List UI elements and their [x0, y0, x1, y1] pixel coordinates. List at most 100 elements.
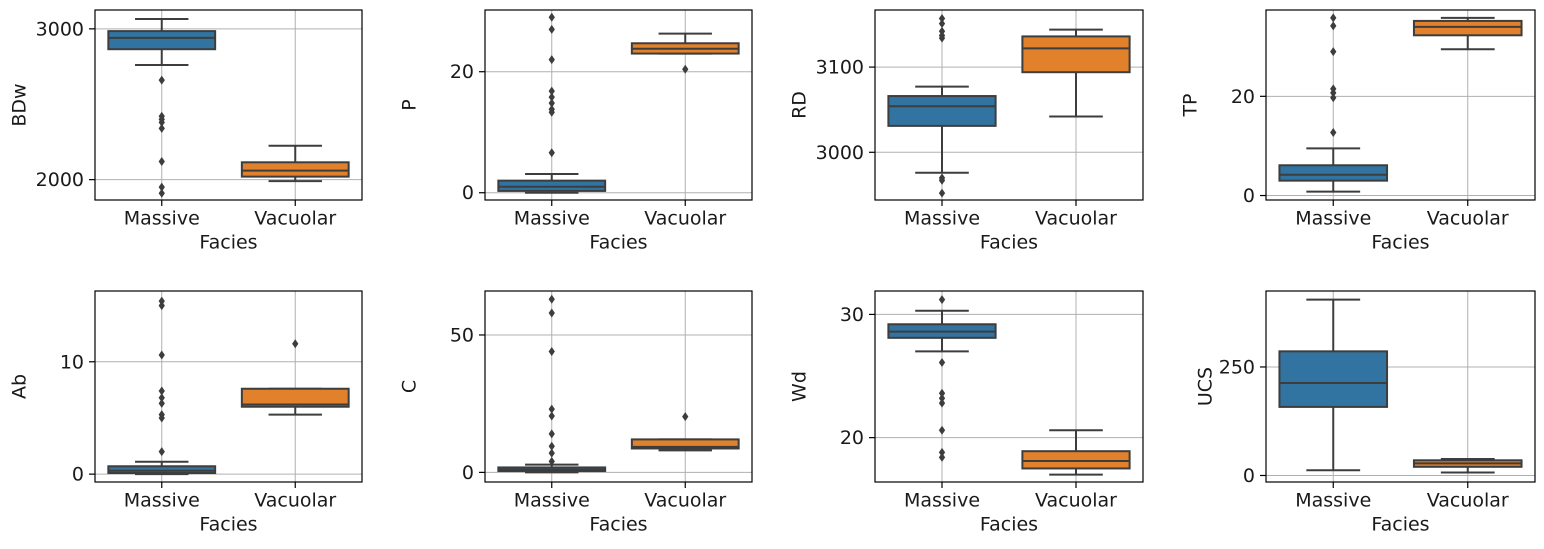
outlier-point	[158, 398, 165, 408]
x-axis-label: Facies	[589, 232, 647, 254]
y-tick-label: 10	[60, 351, 84, 373]
x-tick-label: Massive	[1295, 208, 1371, 230]
outlier-point	[158, 393, 165, 403]
iqr-box	[1021, 450, 1131, 470]
y-tick-label: 50	[450, 324, 474, 346]
y-tick-label: 250	[1219, 356, 1255, 378]
outlier-point	[548, 24, 555, 34]
box-vacuolar	[1412, 457, 1523, 474]
axes-frame	[874, 9, 1144, 201]
outlier-point	[938, 14, 946, 24]
x-tick-label: Massive	[514, 490, 590, 512]
y-axis-label: RD	[789, 91, 811, 119]
box-massive	[107, 296, 217, 476]
outlier-point	[548, 308, 555, 318]
outlier-point	[292, 339, 299, 349]
outlier-point	[158, 386, 165, 396]
outlier-point	[548, 98, 555, 108]
y-tick-label: 0	[462, 462, 474, 484]
y-tick-label: 20	[840, 427, 864, 449]
box-massive	[1278, 13, 1389, 193]
y-tick-label: 3000	[816, 142, 864, 164]
x-tick-label: Massive	[904, 208, 980, 230]
x-axis-label: Facies	[980, 514, 1038, 536]
outlier-point	[548, 92, 555, 102]
outlier-point	[548, 441, 555, 451]
box-massive	[887, 14, 997, 198]
y-tick-label: 20	[450, 61, 474, 83]
outlier-point	[1330, 13, 1337, 23]
outlier-point	[938, 175, 946, 185]
outlier-point	[1330, 47, 1337, 57]
outlier-point	[682, 412, 689, 422]
outlier-point	[548, 456, 555, 466]
axes-frame	[94, 290, 363, 483]
x-tick-label: Vacuolar	[644, 208, 726, 230]
box-massive	[497, 12, 607, 194]
iqr-box	[1021, 35, 1131, 74]
outlier-point	[158, 413, 165, 423]
y-axis-label: C	[399, 380, 421, 393]
x-tick-label: Vacuolar	[644, 490, 726, 512]
box-massive	[497, 294, 607, 474]
box-massive	[1278, 298, 1389, 472]
iqr-box	[107, 465, 217, 475]
outlier-point	[158, 301, 165, 311]
outlier-point	[938, 425, 946, 435]
x-tick-label: Massive	[1295, 490, 1371, 512]
axes-frame	[1265, 290, 1536, 483]
outlier-point	[158, 182, 165, 192]
x-tick-label: Vacuolar	[1035, 208, 1117, 230]
axes-frame	[484, 290, 753, 483]
y-tick-label: 0	[72, 464, 84, 486]
x-axis-label: Facies	[589, 514, 647, 536]
x-tick-label: Massive	[904, 490, 980, 512]
outlier-point	[548, 12, 555, 22]
iqr-box	[240, 161, 350, 178]
outlier-point	[938, 393, 946, 403]
box-vacuolar	[1021, 429, 1131, 476]
axes-frame	[1265, 9, 1536, 201]
outlier-point	[938, 33, 946, 43]
x-tick-label: Massive	[124, 490, 200, 512]
iqr-box	[1278, 350, 1389, 408]
y-tick-label: 30	[840, 304, 864, 326]
x-axis-label: Facies	[980, 232, 1038, 254]
iqr-box	[1278, 164, 1389, 182]
iqr-box	[240, 387, 350, 408]
x-tick-label: Vacuolar	[1427, 490, 1509, 512]
y-axis-label: P	[399, 99, 421, 110]
outlier-point	[548, 55, 555, 65]
x-axis-label: Facies	[199, 232, 257, 254]
outlier-point	[158, 75, 165, 85]
box-massive	[107, 18, 217, 198]
y-tick-label: 3100	[816, 57, 864, 79]
x-tick-label: Vacuolar	[1427, 208, 1509, 230]
iqr-box	[887, 95, 997, 127]
box-massive	[887, 295, 997, 462]
y-tick-label: 3000	[36, 18, 84, 40]
y-axis-label: Ab	[9, 374, 31, 399]
y-tick-label: 20	[1231, 86, 1255, 108]
outlier-point	[548, 107, 555, 117]
outlier-point	[158, 157, 165, 167]
y-axis-label: UCS	[1195, 367, 1217, 406]
outlier-point	[938, 295, 946, 305]
axes-frame	[94, 9, 363, 201]
outlier-point	[938, 388, 946, 398]
outlier-point	[938, 19, 946, 29]
outlier-point	[548, 86, 555, 96]
y-tick-label: 0	[1243, 185, 1255, 207]
box-vacuolar	[630, 412, 740, 452]
outlier-point	[158, 123, 165, 133]
outlier-point	[938, 188, 946, 198]
x-tick-label: Vacuolar	[254, 490, 336, 512]
